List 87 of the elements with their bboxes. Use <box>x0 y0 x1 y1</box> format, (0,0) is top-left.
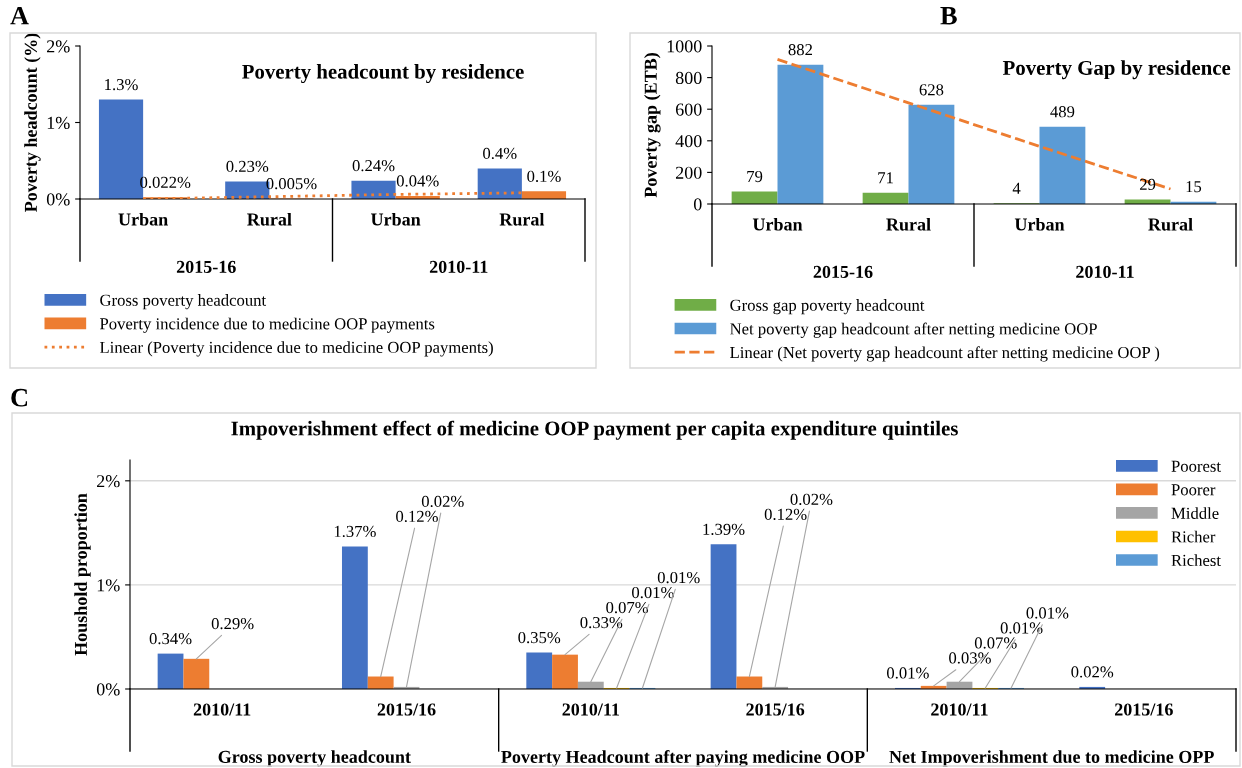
data-label: 0.34% <box>149 632 192 645</box>
y-tick-label: 0% <box>46 193 70 206</box>
x-tick-label: 2010/11 <box>562 703 619 716</box>
y-tick-label: 200 <box>675 166 702 179</box>
data-label: 489 <box>1050 106 1075 118</box>
data-label: 0.02% <box>1071 666 1114 678</box>
y-axis-title: Poverty headcount (%) <box>24 33 41 212</box>
legend-label: Poorest <box>1171 460 1221 472</box>
data-label: 0.04% <box>396 175 439 187</box>
y-tick-label: 400 <box>675 135 702 148</box>
data-label: 0.02% <box>421 495 464 508</box>
data-label: 0.005% <box>266 177 317 190</box>
data-label: 0.4% <box>483 147 517 160</box>
text: Poverty headcount by residence <box>242 64 524 84</box>
legend-label: Gross poverty headcount <box>100 294 267 310</box>
y-tick-label: 0% <box>96 683 120 696</box>
data-label: 0.01% <box>887 667 929 679</box>
text: 2010-11 <box>429 260 488 273</box>
data-label: 4 <box>1012 182 1021 194</box>
data-label: 0.01% <box>632 586 674 599</box>
y-tick-label: 2% <box>47 40 70 53</box>
data-label: 882 <box>788 44 813 56</box>
data-label: 0.03% <box>949 652 991 664</box>
legend-label: Gross gap poverty headcount <box>730 299 925 315</box>
data-label: 29 <box>1139 178 1156 191</box>
x-tick-label: Urban <box>752 217 803 231</box>
x-tick-label: Urban <box>370 212 421 226</box>
legend-label: Richer <box>1171 530 1216 543</box>
legend-label: Poverty incidence due to medicine OOP payments <box>99 317 435 333</box>
x-tick-label: 2010/11 <box>193 703 251 716</box>
text: Poverty Gap by residence <box>1002 60 1231 80</box>
text: 2015-16 <box>176 260 236 273</box>
data-label: 0.24% <box>352 160 395 172</box>
data-label: 628 <box>919 84 944 96</box>
y-tick-label: 1% <box>97 579 120 592</box>
y-axis-title: Houshold proportion <box>74 493 91 656</box>
y-tick-label: 600 <box>675 103 702 116</box>
text: B <box>940 7 957 25</box>
data-label: 0.12% <box>396 510 438 523</box>
data-label: 0.01% <box>657 571 700 584</box>
y-tick-label: 0 <box>693 198 702 211</box>
text: Poverty Headcount after paying medicine OOP <box>501 750 865 767</box>
data-label: 0.12% <box>764 508 807 520</box>
text: 2015-16 <box>813 265 873 278</box>
text: Net Impoverishment due to medicine OPP <box>889 750 1214 767</box>
data-label: 1.39% <box>703 523 745 535</box>
data-label: 0.29% <box>211 617 254 630</box>
x-tick-label: Rural <box>247 212 292 226</box>
legend-label: Poorer <box>1171 484 1216 496</box>
x-tick-label: 2010/11 <box>931 703 988 716</box>
data-label: 1.3% <box>105 78 138 91</box>
legend-label: Linear (Poverty incidence due to medicine OOP payments) <box>99 341 493 357</box>
x-tick-label: Rural <box>1148 217 1193 231</box>
text: C <box>11 388 28 407</box>
x-tick-label: Rural <box>886 217 931 231</box>
legend-label: Linear (Net poverty gap headcount after netting medicine OOP ) <box>730 346 1160 362</box>
data-label: 79 <box>747 170 763 183</box>
legend-label: Middle <box>1171 507 1219 519</box>
data-label: 0.01% <box>1000 622 1043 634</box>
data-label: 0.01% <box>1026 607 1069 619</box>
x-tick-label: 2015/16 <box>1115 703 1173 716</box>
data-label: 0.07% <box>606 601 649 614</box>
y-axis-title: Poverty gap (ETB) <box>644 53 661 198</box>
data-label: 0.1% <box>527 170 561 183</box>
x-tick-label: 2015/16 <box>746 703 805 716</box>
data-label: 0.07% <box>974 637 1017 649</box>
x-tick-label: Urban <box>1014 217 1065 231</box>
data-label: 0.02% <box>790 493 833 505</box>
y-tick-label: 1000 <box>667 40 702 53</box>
data-label: 0.23% <box>226 160 269 173</box>
text: Gross poverty headcount <box>218 750 411 767</box>
y-tick-label: 800 <box>675 71 702 85</box>
data-label: 1.37% <box>334 525 376 538</box>
legend-label: Richest <box>1171 554 1221 567</box>
data-label: 0.35% <box>518 631 561 644</box>
legend-label: Net poverty gap headcount after netting medicine OOP <box>730 322 1097 338</box>
data-label: 71 <box>878 172 893 184</box>
chart-title: Impoverishment effect of medicine OOP payment per capita expenditure quintiles <box>231 420 958 440</box>
y-tick-label: 1% <box>47 116 70 129</box>
y-tick-label: 2% <box>97 475 120 488</box>
x-tick-label: Rural <box>499 212 545 226</box>
data-label: 0.33% <box>580 616 623 629</box>
text: A <box>10 6 29 25</box>
x-tick-label: Urban <box>118 212 168 226</box>
x-tick-label: 2015/16 <box>377 703 436 716</box>
data-label: 15 <box>1186 181 1202 193</box>
text: 2010-11 <box>1076 265 1134 278</box>
